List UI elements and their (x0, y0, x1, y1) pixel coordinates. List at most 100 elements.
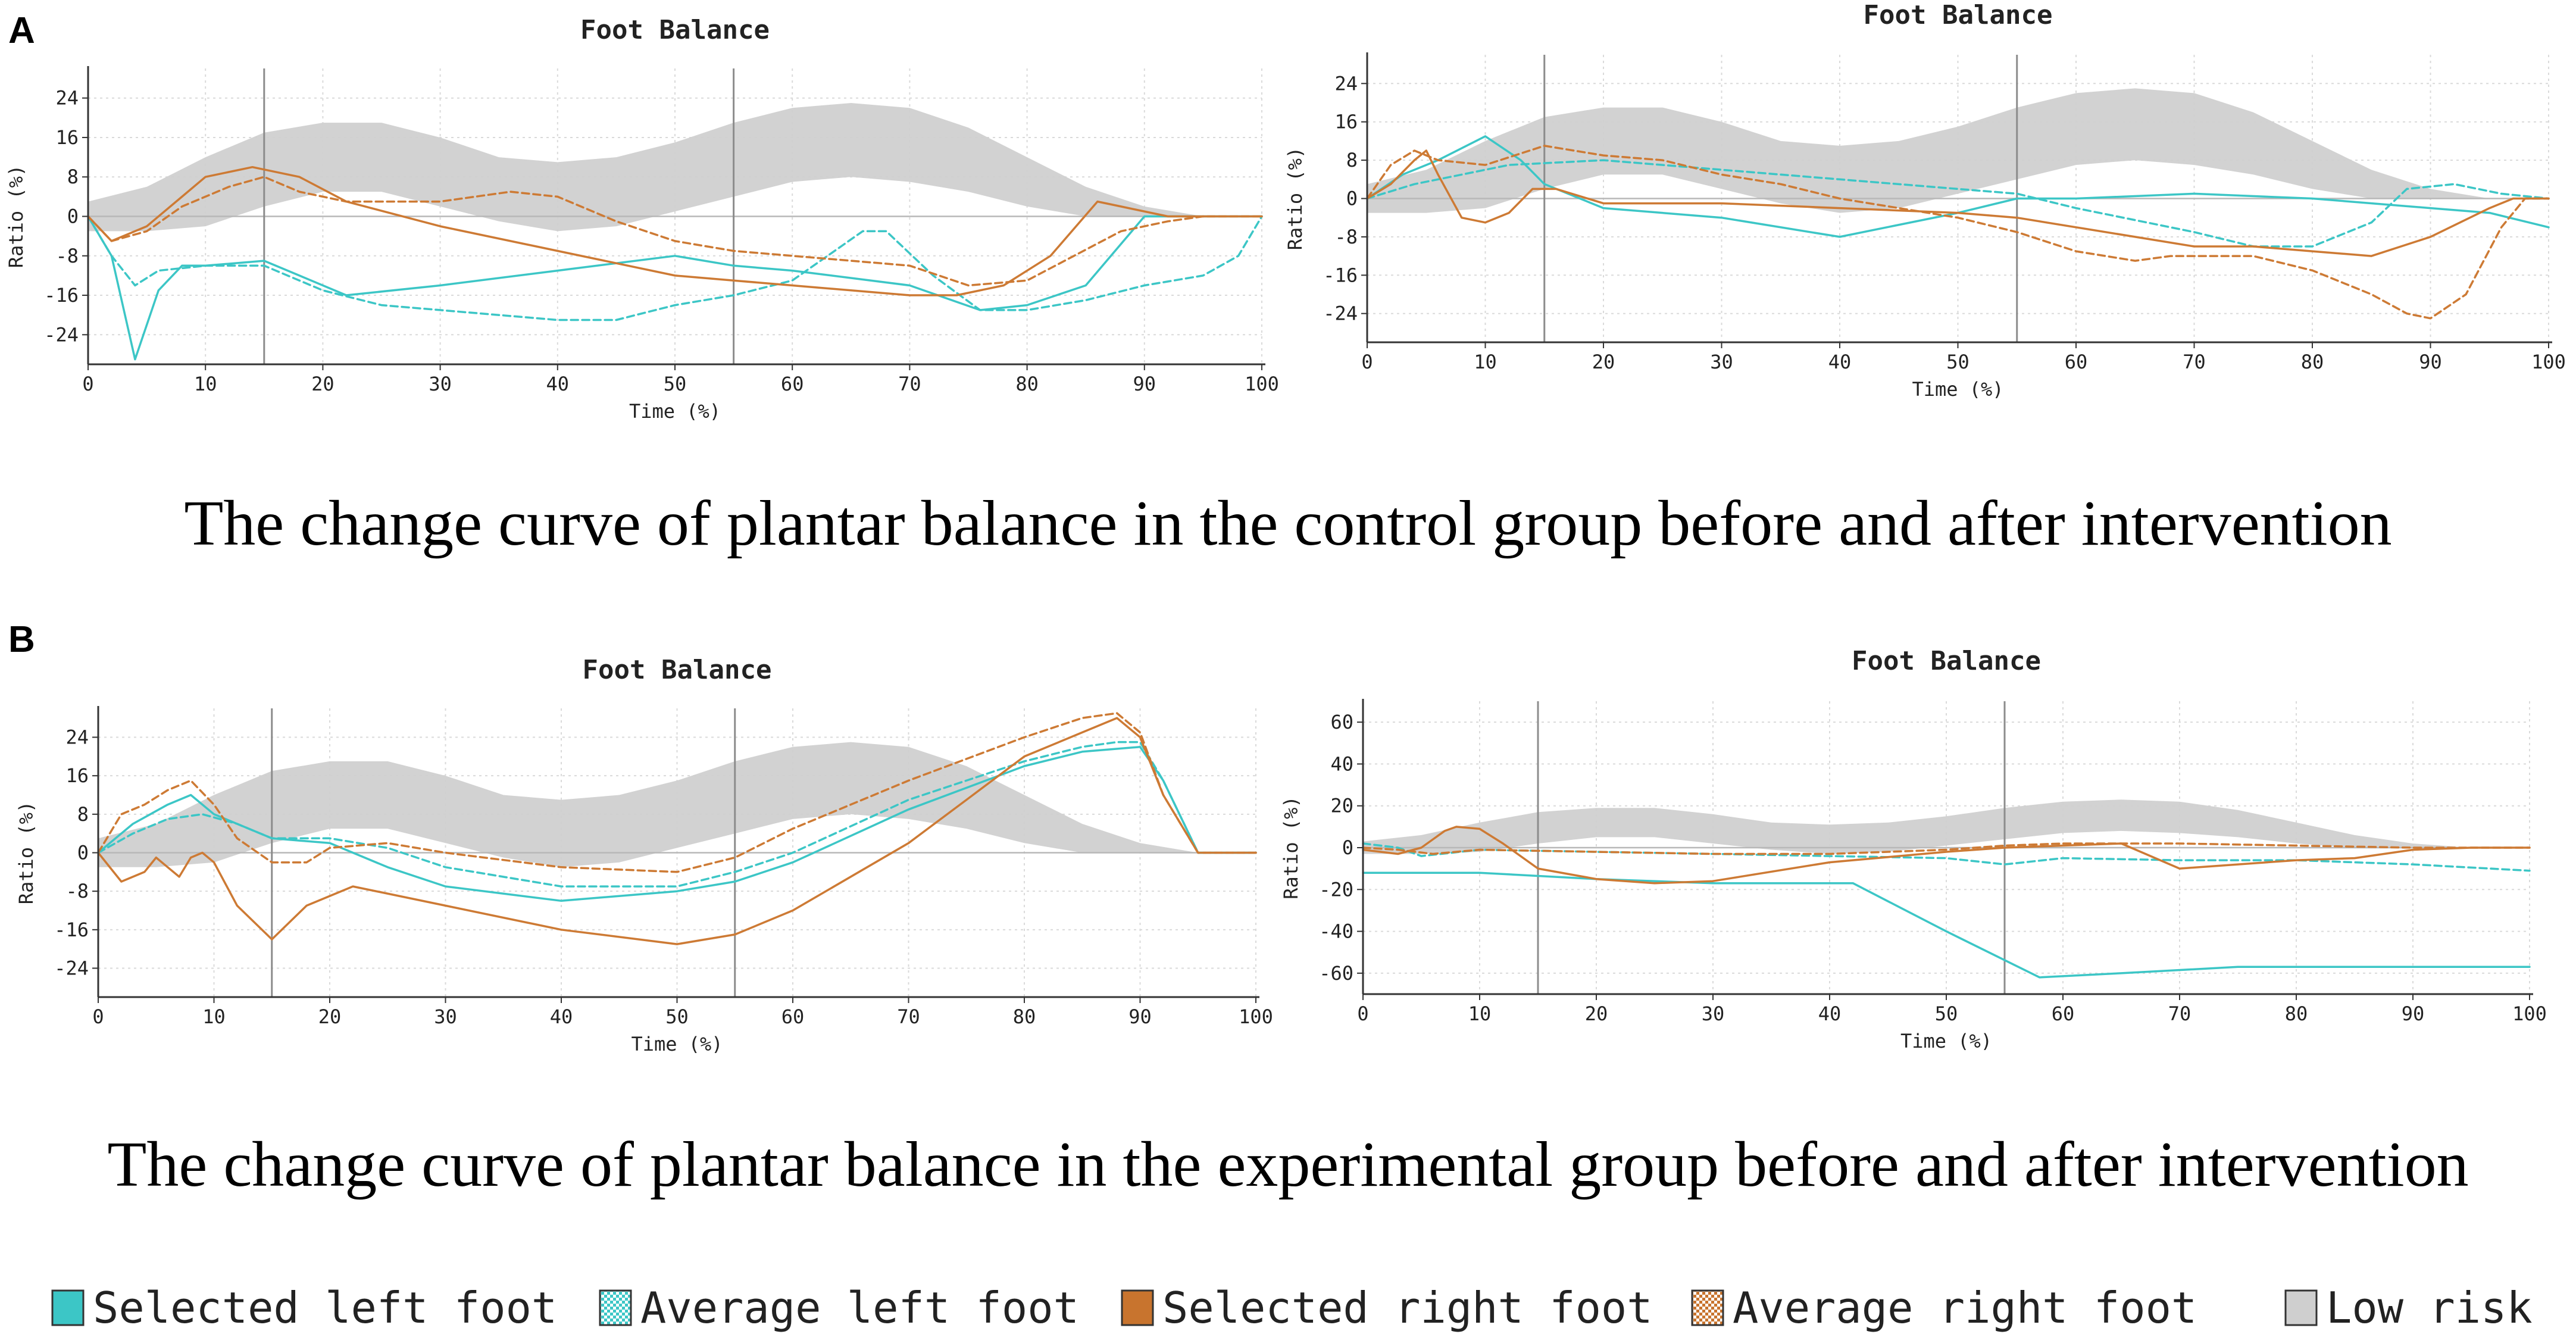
legend-label: Low risk (2326, 1283, 2533, 1333)
x-tick-label: 60 (781, 373, 804, 395)
panel-letter-a: A (8, 10, 35, 51)
series-selected-right-foot (97, 717, 1257, 945)
y-tick-label: 8 (67, 165, 79, 188)
x-tick-label: 100 (2531, 351, 2566, 373)
y-tick-label: -40 (1319, 920, 1353, 943)
series-selected-left-foot (1366, 135, 2550, 238)
x-tick-label: 70 (2168, 1002, 2192, 1025)
chart-title: Foot Balance (1852, 646, 2041, 676)
x-tick-label: 30 (1710, 351, 1733, 373)
y-tick-label: 24 (65, 726, 89, 749)
x-axis-label: Time (%) (631, 1033, 723, 1055)
legend-label: Average left foot (640, 1283, 1079, 1333)
y-tick-label: -8 (65, 880, 89, 902)
x-tick-label: 90 (2402, 1002, 2425, 1025)
series-average-right-foot (87, 176, 1263, 287)
x-axis-label: Time (%) (1900, 1030, 1992, 1052)
x-tick-label: 20 (1585, 1002, 1608, 1025)
x-tick-label: 20 (318, 1005, 342, 1028)
low-risk-band (88, 103, 1203, 232)
x-tick-label: 80 (1013, 1005, 1036, 1028)
y-tick-label: 16 (1334, 111, 1358, 133)
y-tick-label: -24 (54, 957, 89, 980)
x-tick-label: 60 (781, 1005, 805, 1028)
x-tick-label: 40 (550, 1005, 573, 1028)
legend-swatch (599, 1289, 632, 1326)
x-tick-label: 50 (664, 373, 687, 395)
y-axis-label: Ratio (%) (1284, 147, 1306, 250)
chart-title: Foot Balance (580, 15, 770, 45)
legend: Selected left foot Average left foot Selec… (51, 1283, 2533, 1333)
y-tick-label: 24 (1334, 72, 1358, 95)
x-tick-label: 50 (1946, 351, 1969, 373)
x-tick-label: 50 (665, 1005, 689, 1028)
legend-label: Selected right foot (1162, 1283, 1653, 1333)
x-tick-label: 40 (1818, 1002, 1842, 1025)
x-tick-label: 30 (434, 1005, 457, 1028)
x-tick-label: 30 (1702, 1002, 1725, 1025)
series-average-left-foot (97, 741, 1257, 888)
x-tick-label: 90 (2419, 351, 2442, 373)
y-tick-label: -24 (1323, 302, 1358, 325)
caption-experimental-group: The change curve of plantar balance in t… (107, 1129, 2468, 1200)
x-tick-label: 30 (429, 373, 452, 395)
series-average-right-foot (1366, 145, 2550, 320)
x-tick-label: 10 (202, 1005, 226, 1028)
x-tick-label: 0 (1357, 1002, 1368, 1025)
series-selected-left-foot (1362, 871, 2531, 979)
x-tick-label: 80 (2301, 351, 2324, 373)
y-tick-label: -8 (55, 245, 79, 267)
series-average-right-foot (1362, 842, 2531, 855)
low-risk-band (98, 742, 1198, 867)
y-tick-label: 16 (65, 764, 89, 787)
x-tick-label: 40 (546, 373, 570, 395)
series-selected-left-foot (87, 215, 1263, 361)
legend-swatch (51, 1289, 85, 1326)
y-tick-label: 40 (1330, 752, 1353, 775)
y-tick-label: 16 (55, 126, 79, 149)
y-tick-label: -24 (44, 323, 79, 346)
legend-label: Selected left foot (93, 1283, 557, 1333)
x-tick-label: 40 (1828, 351, 1852, 373)
y-tick-label: 8 (77, 803, 89, 826)
y-axis-label: Ratio (%) (15, 801, 37, 904)
x-tick-label: 80 (1015, 373, 1039, 395)
y-tick-label: 0 (1342, 836, 1353, 859)
y-tick-label: 20 (1330, 795, 1353, 817)
x-tick-label: 80 (2285, 1002, 2308, 1025)
y-tick-label: 60 (1330, 711, 1353, 733)
x-tick-label: 10 (194, 373, 217, 395)
x-tick-label: 100 (2512, 1002, 2547, 1025)
series-average-right-foot (97, 712, 1257, 873)
x-tick-label: 0 (82, 373, 93, 395)
x-tick-label: 100 (1245, 373, 1279, 395)
series-selected-left-foot (97, 745, 1257, 902)
x-tick-label: 70 (897, 1005, 920, 1028)
x-tick-label: 0 (92, 1005, 104, 1028)
series-average-left-foot (1366, 159, 2550, 248)
legend-label: Average right foot (1733, 1283, 2197, 1333)
y-tick-label: 8 (1346, 149, 1358, 171)
y-tick-label: -16 (44, 284, 79, 307)
legend-swatch (2284, 1289, 2318, 1326)
x-axis-label: Time (%) (629, 400, 721, 423)
low-risk-band (1363, 799, 2471, 854)
series-selected-right-foot (1366, 149, 2550, 257)
series-average-left-foot (87, 215, 1263, 321)
low-risk-band (1367, 88, 2490, 213)
chart-b-after: Foot Balance 0 10 20 30 40 50 60 70 80 90 100 60 40 20… (1280, 646, 2547, 1052)
y-tick-label: -8 (1334, 226, 1358, 248)
caption-control-group: The change curve of plantar balance in t… (184, 488, 2391, 559)
y-axis-label: Ratio (%) (1280, 796, 1302, 899)
x-tick-label: 90 (1128, 1005, 1152, 1028)
y-tick-label: -16 (54, 919, 89, 941)
x-tick-label: 70 (2183, 351, 2206, 373)
x-tick-label: 70 (898, 373, 921, 395)
y-tick-label: 0 (1346, 188, 1358, 210)
y-tick-label: -20 (1319, 878, 1353, 901)
x-tick-label: 20 (311, 373, 334, 395)
x-axis-label: Time (%) (1912, 378, 2003, 401)
